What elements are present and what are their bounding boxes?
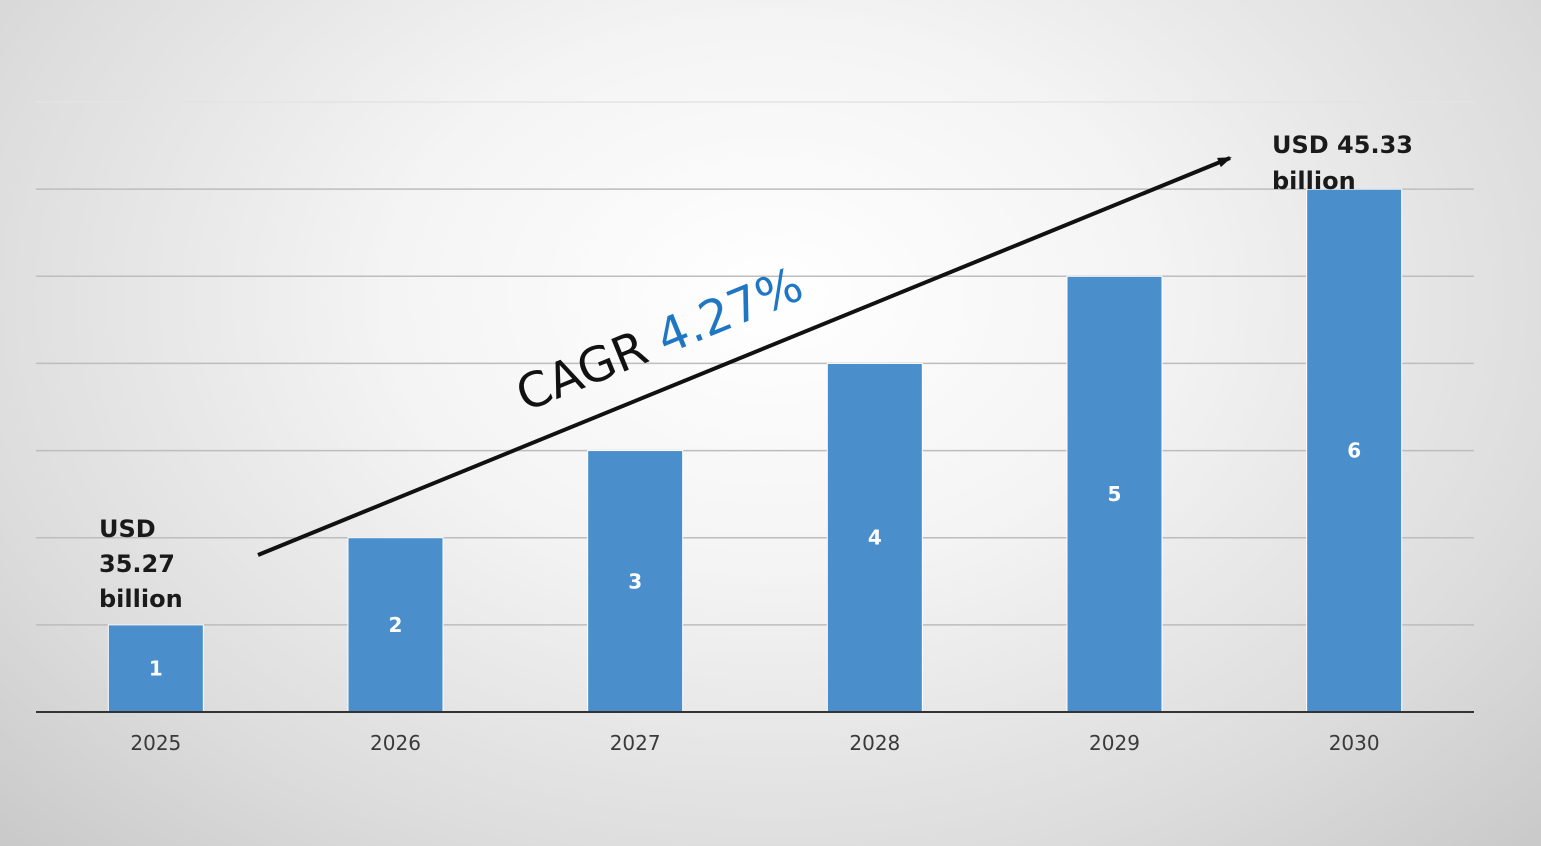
end-value-annotation: USD 45.33 billion (1272, 131, 1421, 195)
bar-2026 (347, 537, 444, 713)
bar-2028 (826, 362, 923, 713)
bar-value-label: 6 (1347, 439, 1361, 463)
start-value-line-3: billion (99, 585, 183, 613)
cagr-value: 4.27% (648, 256, 810, 365)
x-tick-label: 2027 (610, 731, 661, 755)
svg-text:CAGR 4.27%: CAGR 4.27% (508, 256, 810, 423)
cagr-label: CAGR 4.27% (508, 256, 810, 423)
cagr-prefix: CAGR (508, 314, 669, 423)
bars (107, 188, 1403, 713)
end-value-line-2: billion (1272, 167, 1356, 195)
bar-value-label: 1 (149, 656, 163, 680)
bar-2029 (1066, 275, 1163, 713)
start-value-annotation: USD 35.27 billion (99, 515, 183, 613)
x-tick-labels: 2025 2026 2027 2028 2029 2030 (130, 731, 1379, 755)
start-value-line-1: USD (99, 515, 156, 543)
x-tick-label: 2025 (130, 731, 181, 755)
x-tick-label: 2029 (1089, 731, 1140, 755)
x-tick-label: 2026 (370, 731, 421, 755)
bar-value-label: 3 (628, 569, 642, 593)
bar-2030 (1306, 188, 1403, 713)
growth-arrow (257, 156, 1232, 557)
bar-value-label: 4 (868, 526, 882, 550)
start-value-line-2: 35.27 (99, 550, 175, 578)
end-value-line-1: USD 45.33 (1272, 131, 1413, 159)
x-tick-label: 2030 (1329, 731, 1380, 755)
bar-value-label: 2 (389, 613, 403, 637)
gridlines (36, 101, 1474, 626)
bar-2027 (587, 450, 684, 713)
bar-value-label: 5 (1108, 482, 1122, 506)
x-tick-label: 2028 (849, 731, 900, 755)
bar-data-labels: 1 2 3 4 5 6 (149, 439, 1361, 681)
